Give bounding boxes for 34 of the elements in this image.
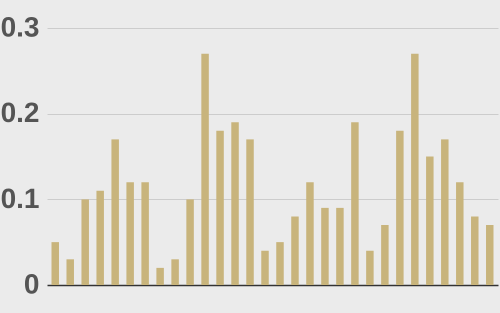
bar [141, 182, 149, 285]
bar [126, 182, 134, 285]
bar [471, 216, 479, 285]
bar [306, 182, 314, 285]
bar [66, 259, 74, 285]
bar [441, 139, 449, 285]
y-tick-label: 0.3 [0, 12, 40, 42]
bar [411, 54, 419, 285]
y-tick-label: 0.1 [0, 182, 40, 214]
bar [381, 225, 389, 285]
y-tick-label: 0 [24, 268, 40, 300]
bar [96, 190, 104, 285]
bar [216, 130, 224, 285]
bar [336, 208, 344, 285]
bar [171, 259, 179, 285]
bar [351, 122, 359, 285]
bar [201, 54, 209, 285]
bar [51, 242, 59, 285]
bar [156, 268, 164, 285]
bar [291, 216, 299, 285]
bar [231, 122, 239, 285]
bar [366, 250, 374, 285]
bar [261, 250, 269, 285]
y-tick-label: 0.2 [0, 97, 40, 128]
bar [111, 139, 119, 285]
bar [81, 199, 89, 285]
bar [186, 199, 194, 285]
bar [456, 182, 464, 285]
bar [276, 242, 284, 285]
bar [426, 156, 434, 285]
bar [486, 225, 494, 285]
bar [321, 208, 329, 285]
bar [246, 139, 254, 285]
bar [396, 130, 404, 285]
